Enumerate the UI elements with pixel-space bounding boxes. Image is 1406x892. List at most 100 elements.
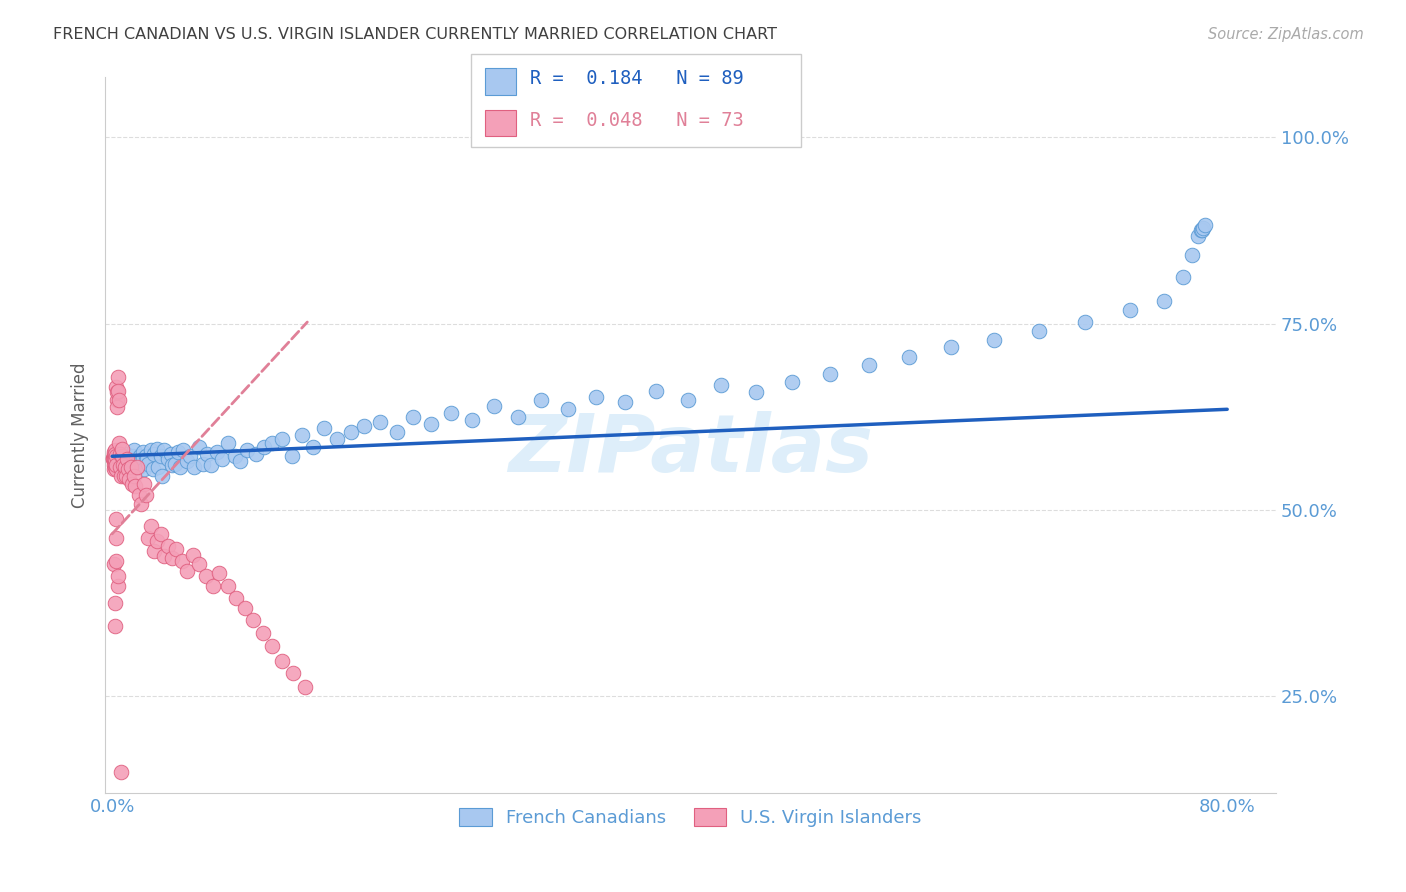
Point bbox=[149, 526, 172, 541]
Point bbox=[898, 350, 921, 364]
Point bbox=[115, 447, 138, 461]
Point bbox=[710, 377, 733, 392]
Point bbox=[172, 443, 194, 458]
Point bbox=[194, 568, 217, 582]
Point bbox=[132, 445, 155, 459]
Point bbox=[482, 399, 505, 413]
Point bbox=[187, 557, 209, 571]
Point bbox=[111, 450, 134, 464]
Point bbox=[104, 447, 127, 461]
Point bbox=[105, 458, 128, 473]
Point bbox=[131, 497, 153, 511]
Point bbox=[141, 443, 163, 458]
Point bbox=[105, 400, 128, 414]
Point bbox=[112, 450, 135, 465]
Point bbox=[236, 443, 259, 458]
Point bbox=[132, 452, 155, 467]
Point bbox=[105, 380, 128, 394]
Point bbox=[103, 557, 125, 571]
Point bbox=[195, 447, 218, 461]
Point bbox=[103, 454, 125, 468]
Point bbox=[149, 450, 172, 464]
Point bbox=[152, 443, 174, 458]
Point bbox=[385, 425, 408, 439]
Point bbox=[283, 665, 305, 680]
Point bbox=[103, 450, 125, 464]
Point bbox=[229, 454, 252, 468]
Point bbox=[103, 452, 125, 467]
Point bbox=[506, 409, 529, 424]
Point bbox=[176, 454, 198, 468]
Point bbox=[252, 626, 274, 640]
Point bbox=[402, 409, 425, 424]
Point bbox=[124, 479, 146, 493]
Point bbox=[353, 419, 375, 434]
Point bbox=[103, 452, 125, 467]
Point bbox=[339, 425, 361, 439]
Point bbox=[118, 472, 141, 486]
Point bbox=[104, 454, 127, 468]
Point bbox=[122, 450, 145, 464]
Point bbox=[205, 445, 228, 459]
Point bbox=[179, 450, 201, 464]
Point bbox=[1181, 248, 1204, 262]
Point bbox=[160, 551, 183, 566]
Point bbox=[1189, 223, 1212, 237]
Text: FRENCH CANADIAN VS U.S. VIRGIN ISLANDER CURRENTLY MARRIED CORRELATION CHART: FRENCH CANADIAN VS U.S. VIRGIN ISLANDER … bbox=[53, 27, 778, 42]
Point bbox=[1153, 294, 1175, 309]
Point bbox=[105, 554, 128, 568]
Point bbox=[1028, 324, 1050, 338]
Point bbox=[104, 459, 127, 474]
Point bbox=[1187, 228, 1209, 243]
Point bbox=[146, 459, 169, 474]
Y-axis label: Currently Married: Currently Married bbox=[72, 363, 89, 508]
Point bbox=[253, 440, 276, 454]
Point bbox=[208, 566, 231, 581]
Point bbox=[111, 442, 134, 456]
Point bbox=[170, 554, 193, 568]
Point bbox=[165, 541, 187, 556]
Point bbox=[530, 392, 553, 407]
Point bbox=[146, 442, 169, 456]
Point bbox=[112, 458, 135, 473]
Point bbox=[110, 469, 132, 483]
Point bbox=[114, 459, 136, 474]
Point bbox=[107, 370, 129, 384]
Point bbox=[163, 457, 186, 471]
Point bbox=[169, 459, 191, 474]
Point bbox=[134, 462, 156, 476]
Point bbox=[143, 447, 166, 461]
Point bbox=[156, 539, 179, 553]
Point bbox=[1171, 270, 1194, 285]
Point bbox=[217, 579, 239, 593]
Point bbox=[557, 402, 579, 417]
Point bbox=[262, 639, 284, 653]
Point bbox=[146, 534, 169, 549]
Point bbox=[156, 452, 179, 467]
Point bbox=[103, 458, 125, 473]
Point bbox=[160, 458, 183, 473]
Point bbox=[176, 564, 198, 578]
Point bbox=[142, 462, 165, 476]
Point bbox=[1074, 315, 1097, 329]
Point bbox=[420, 417, 443, 432]
Point bbox=[103, 445, 125, 459]
Point bbox=[103, 450, 125, 465]
Point bbox=[104, 457, 127, 471]
Point bbox=[187, 440, 209, 454]
Point bbox=[136, 452, 159, 467]
Point bbox=[217, 435, 239, 450]
Point bbox=[127, 456, 149, 470]
Point bbox=[105, 531, 128, 545]
Point bbox=[941, 340, 963, 354]
Point bbox=[200, 458, 222, 473]
Point bbox=[271, 654, 294, 668]
Point bbox=[676, 392, 699, 407]
Point bbox=[201, 579, 224, 593]
Point bbox=[262, 435, 284, 450]
Point bbox=[104, 462, 127, 476]
Text: R =  0.184   N = 89: R = 0.184 N = 89 bbox=[530, 69, 744, 88]
Point bbox=[120, 459, 142, 474]
Point bbox=[138, 457, 160, 471]
Point bbox=[135, 488, 157, 502]
